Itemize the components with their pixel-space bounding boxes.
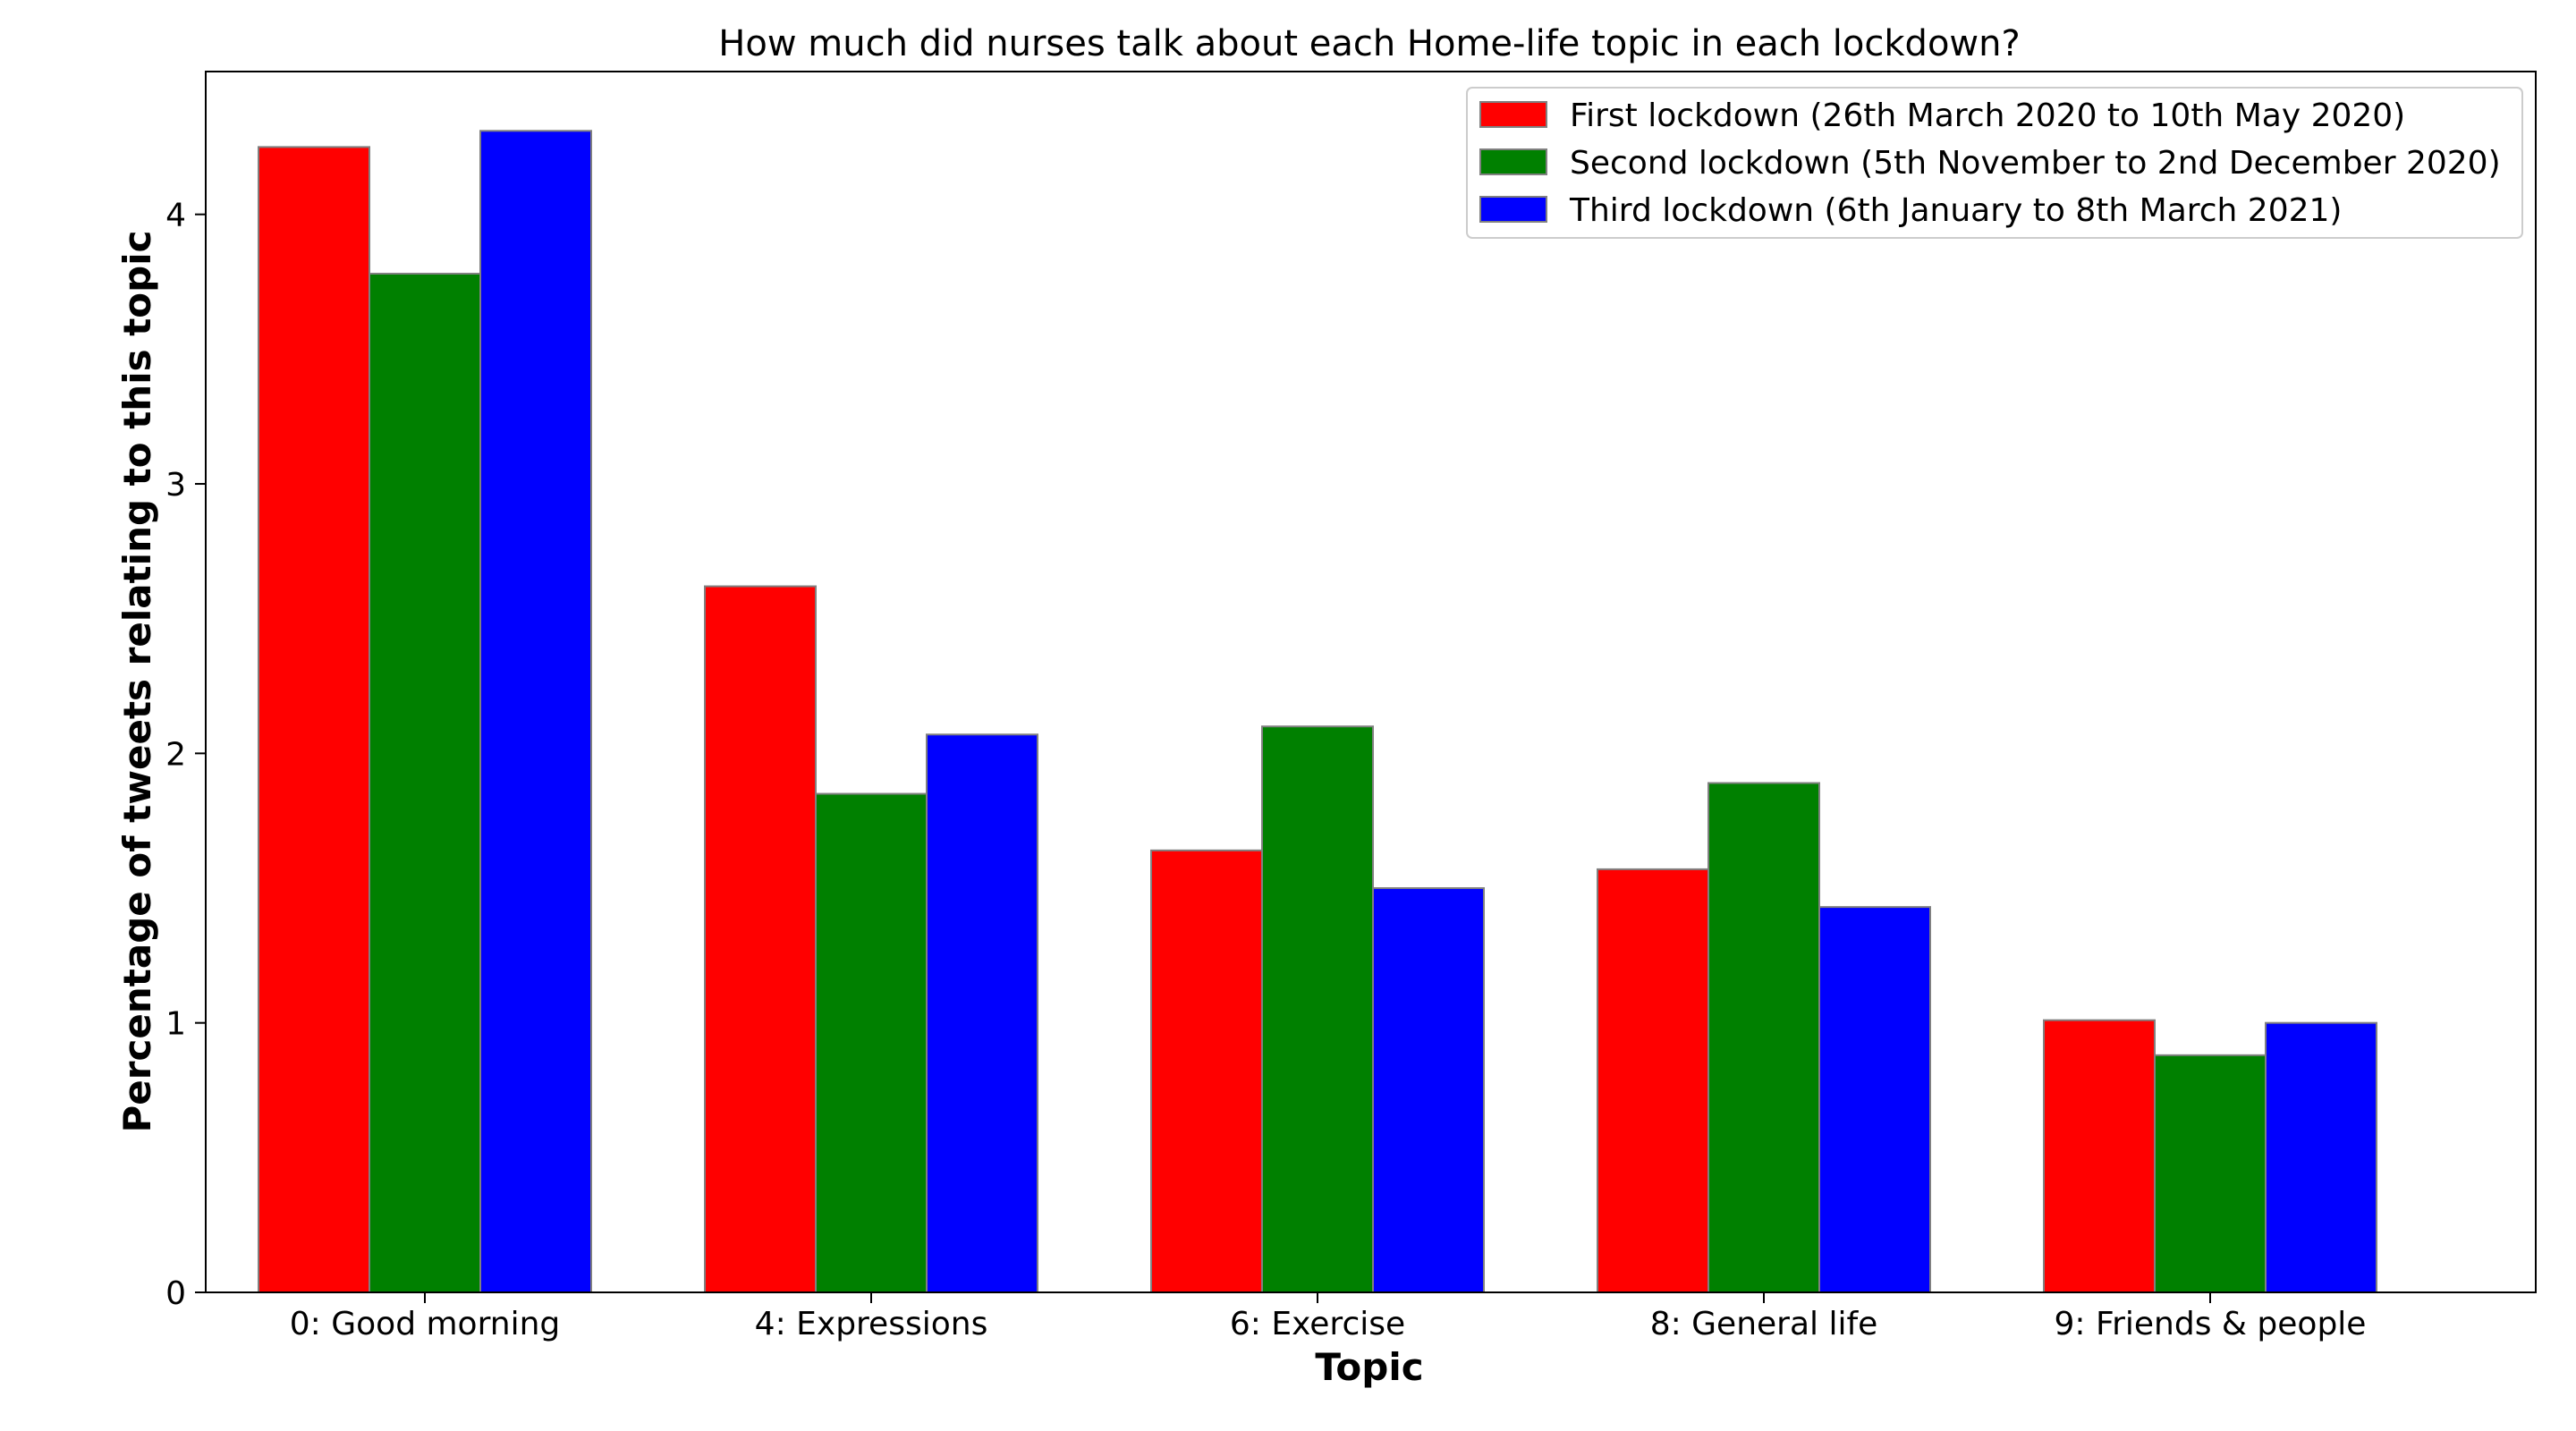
x-tick-label: 0: Good morning <box>290 1306 560 1342</box>
y-tick-label: 0 <box>165 1275 186 1312</box>
bar-series-2-category-1 <box>369 272 481 1293</box>
bar-series-1-category-1 <box>258 146 370 1294</box>
x-tick-label: 6: Exercise <box>1230 1306 1405 1342</box>
x-axis: 0: Good morning 4: Expressions 6: Exercise… <box>290 1292 2367 1342</box>
chart-title: How much did nurses talk about each Home… <box>718 23 2020 64</box>
legend-label-series-3: Third lockdown (6th January to 8th March… <box>1569 192 2342 229</box>
bar-series-1-category-2 <box>704 585 817 1293</box>
bar-series-3-category-5 <box>2265 1021 2377 1294</box>
bar-series-1-category-4 <box>1597 868 1709 1293</box>
y-tick-label: 4 <box>165 198 186 234</box>
legend-swatch-series-1 <box>1479 101 1547 128</box>
legend-swatch-series-2 <box>1479 148 1547 175</box>
y-tick-label: 1 <box>165 1006 186 1043</box>
bar-series-2-category-3 <box>1261 725 1374 1293</box>
plot-frame <box>205 71 2537 1293</box>
legend-frame <box>1466 87 2523 239</box>
y-axis: 0 1 2 3 4 <box>165 198 206 1312</box>
bar-series-3-category-2 <box>926 733 1038 1293</box>
bar-series-3-category-3 <box>1372 887 1485 1293</box>
legend: First lockdown (26th March 2020 to 10th … <box>1466 87 2523 239</box>
bar-series-2-category-2 <box>815 792 928 1293</box>
legend-swatch-series-3 <box>1479 196 1547 223</box>
y-tick-label: 3 <box>165 467 186 504</box>
bar-series-1-category-5 <box>2043 1019 2156 1293</box>
bar-series-2-category-4 <box>1707 782 1820 1293</box>
x-tick-label: 9: Friends & people <box>2055 1306 2367 1342</box>
y-tick-label: 2 <box>165 736 186 773</box>
bar-series-3-category-4 <box>1818 906 1931 1293</box>
x-axis-label: Topic <box>1315 1345 1423 1389</box>
bars-group <box>258 130 2377 1294</box>
x-tick-label: 4: Expressions <box>755 1306 988 1342</box>
x-tick-label: 8: General life <box>1650 1306 1878 1342</box>
y-axis-label: Percentage of tweets relating to this to… <box>115 231 159 1133</box>
legend-label-series-2: Second lockdown (5th November to 2nd Dec… <box>1570 145 2501 182</box>
bar-series-3-category-1 <box>479 130 592 1294</box>
bar-series-2-category-5 <box>2154 1054 2267 1294</box>
legend-label-series-1: First lockdown (26th March 2020 to 10th … <box>1570 97 2405 134</box>
bar-series-1-category-3 <box>1150 849 1263 1293</box>
